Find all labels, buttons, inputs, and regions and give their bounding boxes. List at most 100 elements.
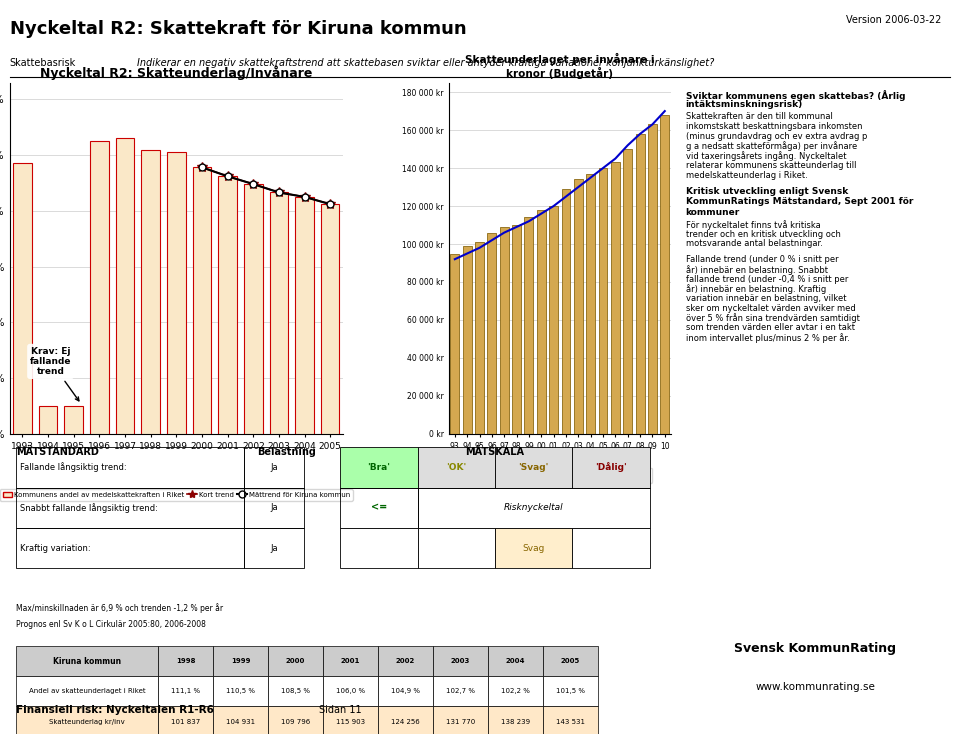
Text: Ja: Ja bbox=[271, 544, 278, 553]
Text: Skattekraften är den till kommunal: Skattekraften är den till kommunal bbox=[685, 112, 832, 121]
Bar bbox=[378, 676, 433, 707]
Bar bbox=[340, 528, 418, 568]
Bar bbox=[193, 167, 211, 734]
Text: Sidan 11: Sidan 11 bbox=[319, 705, 362, 715]
Bar bbox=[244, 184, 262, 734]
Bar bbox=[16, 528, 245, 568]
Bar bbox=[378, 646, 433, 676]
Text: 108,5 %: 108,5 % bbox=[281, 688, 310, 694]
Text: trender och en kritisk utveckling och: trender och en kritisk utveckling och bbox=[685, 230, 841, 239]
Text: Kritisk utveckling enligt Svensk: Kritisk utveckling enligt Svensk bbox=[685, 186, 848, 196]
Text: 1999: 1999 bbox=[231, 658, 251, 664]
Text: 'Svag': 'Svag' bbox=[518, 463, 549, 472]
Bar bbox=[90, 141, 108, 734]
Bar bbox=[562, 189, 570, 434]
Bar bbox=[433, 646, 488, 676]
Bar bbox=[418, 487, 650, 528]
Text: 2002: 2002 bbox=[396, 658, 415, 664]
Bar bbox=[270, 192, 288, 734]
Bar bbox=[433, 676, 488, 707]
Text: 115 903: 115 903 bbox=[336, 719, 365, 724]
Text: 131 770: 131 770 bbox=[445, 719, 475, 724]
Bar bbox=[488, 233, 496, 434]
Text: Krav: Ej
fallande
trend: Krav: Ej fallande trend bbox=[30, 346, 79, 401]
Text: 2005: 2005 bbox=[561, 658, 580, 664]
Bar bbox=[158, 707, 213, 734]
Bar bbox=[324, 707, 378, 734]
Text: Prognos enl Sv K o L Cirkulär 2005:80, 2006-2008: Prognos enl Sv K o L Cirkulär 2005:80, 2… bbox=[16, 620, 206, 629]
Bar bbox=[218, 176, 237, 734]
Bar bbox=[572, 447, 650, 487]
Bar bbox=[418, 528, 495, 568]
Bar bbox=[167, 152, 185, 734]
Text: 104 931: 104 931 bbox=[227, 719, 255, 724]
Text: 102,2 %: 102,2 % bbox=[501, 688, 530, 694]
Bar bbox=[542, 707, 597, 734]
Text: 2000: 2000 bbox=[286, 658, 305, 664]
Bar bbox=[542, 646, 597, 676]
Bar bbox=[623, 149, 633, 434]
Text: 2004: 2004 bbox=[506, 658, 525, 664]
Bar bbox=[141, 150, 160, 734]
Bar bbox=[13, 164, 32, 734]
Text: Andel av skatteunderlaget i Riket: Andel av skatteunderlaget i Riket bbox=[29, 688, 146, 694]
Bar bbox=[296, 197, 314, 734]
Bar bbox=[599, 168, 608, 434]
Text: 111,1 %: 111,1 % bbox=[171, 688, 201, 694]
Legend: Kommunens andel av medelskattekraften i Riket, Kort trend, Mättrend för Kiruna k: Kommunens andel av medelskattekraften i … bbox=[0, 489, 352, 501]
Text: g a nedsatt skatteförmåga) per invånare: g a nedsatt skatteförmåga) per invånare bbox=[685, 142, 857, 151]
Bar bbox=[512, 225, 521, 434]
Bar bbox=[268, 707, 324, 734]
Bar bbox=[16, 447, 245, 487]
Bar bbox=[524, 217, 534, 434]
Text: inkomstskatt beskattningsbara inkomsten: inkomstskatt beskattningsbara inkomsten bbox=[685, 122, 862, 131]
Text: Svensk KommunRating: Svensk KommunRating bbox=[734, 642, 897, 655]
Text: Belastning: Belastning bbox=[257, 447, 317, 457]
Text: 2003: 2003 bbox=[450, 658, 470, 664]
Bar bbox=[16, 487, 245, 528]
Text: MÄTSKALA: MÄTSKALA bbox=[466, 447, 524, 457]
Text: Finansiell risk: Nyckeltalen R1-R6: Finansiell risk: Nyckeltalen R1-R6 bbox=[16, 705, 214, 715]
Bar bbox=[213, 646, 268, 676]
Bar bbox=[574, 179, 583, 434]
Bar bbox=[16, 646, 158, 676]
Bar bbox=[463, 246, 471, 434]
Text: 'OK': 'OK' bbox=[446, 463, 467, 472]
Bar bbox=[611, 162, 620, 434]
Legend: Kiruna kommun, Skatteunderlag Riket: Kiruna kommun, Skatteunderlag Riket bbox=[468, 468, 652, 483]
Bar bbox=[660, 115, 669, 434]
Bar bbox=[495, 447, 572, 487]
Bar bbox=[537, 210, 545, 434]
Text: Svag: Svag bbox=[522, 544, 545, 553]
Bar bbox=[500, 227, 509, 434]
Bar bbox=[488, 676, 542, 707]
Text: Nyckeltal R2: Skattekraft för Kiruna kommun: Nyckeltal R2: Skattekraft för Kiruna kom… bbox=[10, 20, 467, 37]
Text: För nyckeltalet finns två kritiska: För nyckeltalet finns två kritiska bbox=[685, 220, 821, 230]
Bar bbox=[116, 139, 134, 734]
Text: 102,7 %: 102,7 % bbox=[445, 688, 475, 694]
Text: fallande trend (under -0,4 % i snitt per: fallande trend (under -0,4 % i snitt per bbox=[685, 275, 848, 284]
Text: www.kommunrating.se: www.kommunrating.se bbox=[756, 682, 876, 692]
Text: Fallande långsiktig trend:: Fallande långsiktig trend: bbox=[19, 462, 126, 473]
Bar bbox=[488, 646, 542, 676]
Bar bbox=[245, 528, 304, 568]
Bar bbox=[324, 676, 378, 707]
Text: som trenden värden eller avtar i en takt: som trenden värden eller avtar i en takt bbox=[685, 323, 854, 333]
Bar bbox=[213, 707, 268, 734]
Text: 1998: 1998 bbox=[176, 658, 196, 664]
Text: Snabbt fallande långsiktig trend:: Snabbt fallande långsiktig trend: bbox=[19, 503, 157, 512]
Text: 101 837: 101 837 bbox=[171, 719, 201, 724]
Text: 110,5 %: 110,5 % bbox=[227, 688, 255, 694]
Bar bbox=[64, 406, 83, 734]
Bar bbox=[268, 646, 324, 676]
Bar bbox=[475, 242, 484, 434]
Bar bbox=[572, 528, 650, 568]
Text: (minus grundavdrag och ev extra avdrag p: (minus grundavdrag och ev extra avdrag p bbox=[685, 132, 867, 141]
Text: inom intervallet plus/minus 2 % per år.: inom intervallet plus/minus 2 % per år. bbox=[685, 333, 850, 343]
Bar bbox=[16, 676, 158, 707]
Bar bbox=[542, 676, 597, 707]
Bar bbox=[549, 206, 558, 434]
Text: motsvarande antal belastningar.: motsvarande antal belastningar. bbox=[685, 239, 823, 248]
Text: kommuner: kommuner bbox=[685, 208, 740, 217]
Text: Skatteunderlag kr/inv: Skatteunderlag kr/inv bbox=[49, 719, 125, 724]
